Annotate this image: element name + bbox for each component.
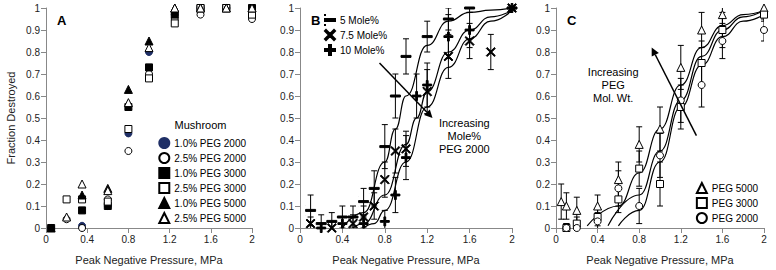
svg-text:PEG: PEG xyxy=(602,79,625,91)
svg-text:0.8: 0.8 xyxy=(632,234,646,245)
svg-text:C: C xyxy=(567,13,577,28)
svg-text:Increasing: Increasing xyxy=(588,66,639,78)
svg-text:0.5: 0.5 xyxy=(536,113,550,124)
svg-text:0: 0 xyxy=(43,234,49,245)
svg-text:1.6: 1.6 xyxy=(715,234,729,245)
svg-text:0.7: 0.7 xyxy=(280,69,294,80)
svg-text:0.9: 0.9 xyxy=(26,25,40,36)
svg-text:0.8: 0.8 xyxy=(280,47,294,58)
svg-text:0.4: 0.4 xyxy=(26,135,40,146)
svg-text:1: 1 xyxy=(544,3,550,14)
svg-text:2: 2 xyxy=(249,234,255,245)
svg-text:7.5 Mole%: 7.5 Mole% xyxy=(340,30,387,41)
svg-text:2.5% PEG 5000: 2.5% PEG 5000 xyxy=(174,213,246,224)
svg-text:0.4: 0.4 xyxy=(591,234,605,245)
svg-text:Mol. Wt.: Mol. Wt. xyxy=(593,92,633,104)
svg-text:0.8: 0.8 xyxy=(536,47,550,58)
svg-text:0.6: 0.6 xyxy=(280,91,294,102)
svg-text:Peak Negative Pressure, MPa: Peak Negative Pressure, MPa xyxy=(332,254,480,266)
svg-text:0.9: 0.9 xyxy=(280,25,294,36)
svg-text:PEG 3000: PEG 3000 xyxy=(712,198,759,209)
svg-text:0.4: 0.4 xyxy=(536,135,550,146)
svg-text:10 Mole%: 10 Mole% xyxy=(340,45,385,56)
svg-text:0.6: 0.6 xyxy=(26,91,40,102)
svg-text:Fraction Destroyed: Fraction Destroyed xyxy=(5,72,17,165)
svg-text:0.3: 0.3 xyxy=(280,157,294,168)
svg-text:0.6: 0.6 xyxy=(536,91,550,102)
svg-text:0.3: 0.3 xyxy=(26,157,40,168)
svg-text:2.5% PEG 3000: 2.5% PEG 3000 xyxy=(174,183,246,194)
svg-text:0.7: 0.7 xyxy=(26,69,40,80)
svg-text:0.2: 0.2 xyxy=(280,179,294,190)
svg-text:5 Mole%: 5 Mole% xyxy=(340,15,379,26)
svg-text:0.7: 0.7 xyxy=(536,69,550,80)
svg-text:A: A xyxy=(57,13,67,28)
svg-text:1.2: 1.2 xyxy=(163,234,177,245)
svg-text:PEG 5000: PEG 5000 xyxy=(712,183,759,194)
svg-text:0.5: 0.5 xyxy=(280,113,294,124)
svg-text:1.2: 1.2 xyxy=(674,234,688,245)
svg-text:0.1: 0.1 xyxy=(280,201,294,212)
svg-text:0.1: 0.1 xyxy=(26,201,40,212)
svg-text:1.0% PEG 2000: 1.0% PEG 2000 xyxy=(174,138,246,149)
svg-text:Peak Negative Pressure, MPa: Peak Negative Pressure, MPa xyxy=(586,254,734,266)
svg-text:2.5% PEG 2000: 2.5% PEG 2000 xyxy=(174,153,246,164)
svg-text:0.4: 0.4 xyxy=(80,234,94,245)
svg-text:PEG 2000: PEG 2000 xyxy=(712,213,759,224)
svg-text:0.4: 0.4 xyxy=(280,135,294,146)
svg-text:0: 0 xyxy=(34,223,40,234)
svg-text:Mushroom: Mushroom xyxy=(175,119,227,131)
svg-text:0.9: 0.9 xyxy=(536,25,550,36)
svg-text:1: 1 xyxy=(288,3,294,14)
svg-text:Mole%: Mole% xyxy=(447,130,481,142)
svg-text:1.6: 1.6 xyxy=(463,234,477,245)
svg-text:Increasing: Increasing xyxy=(439,117,490,129)
svg-text:1.6: 1.6 xyxy=(204,234,218,245)
svg-text:2: 2 xyxy=(761,234,767,245)
svg-text:B: B xyxy=(311,13,320,28)
svg-text:1: 1 xyxy=(34,3,40,14)
svg-text:2: 2 xyxy=(509,234,515,245)
svg-text:0.4: 0.4 xyxy=(335,234,349,245)
svg-text:0.1: 0.1 xyxy=(536,201,550,212)
svg-text:1.0% PEG 5000: 1.0% PEG 5000 xyxy=(174,198,246,209)
svg-text:0.8: 0.8 xyxy=(378,234,392,245)
svg-text:0: 0 xyxy=(297,234,303,245)
svg-text:0.2: 0.2 xyxy=(26,179,40,190)
svg-text:Peak Negative Pressure, MPa: Peak Negative Pressure, MPa xyxy=(75,254,223,266)
svg-text:0: 0 xyxy=(553,234,559,245)
svg-text:1.0% PEG 3000: 1.0% PEG 3000 xyxy=(174,168,246,179)
svg-text:0.3: 0.3 xyxy=(536,157,550,168)
svg-text:0.2: 0.2 xyxy=(536,179,550,190)
svg-text:0.8: 0.8 xyxy=(26,47,40,58)
svg-text:0.8: 0.8 xyxy=(121,234,135,245)
svg-text:PEG 2000: PEG 2000 xyxy=(439,143,490,155)
svg-text:0: 0 xyxy=(288,223,294,234)
svg-text:0.5: 0.5 xyxy=(26,113,40,124)
svg-text:1.2: 1.2 xyxy=(420,234,434,245)
svg-text:0: 0 xyxy=(544,223,550,234)
